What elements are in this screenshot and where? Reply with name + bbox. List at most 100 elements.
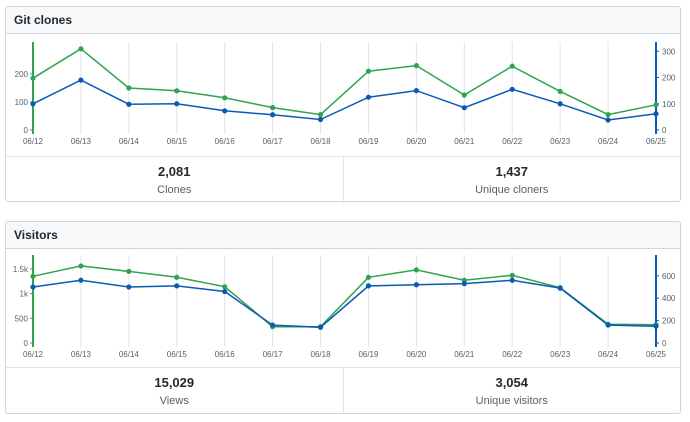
blue-data-point <box>317 116 324 123</box>
x-tick-label-06-17: 06/17 <box>263 137 284 146</box>
green-data-point <box>509 272 515 278</box>
green-data-point <box>509 63 515 69</box>
right-tick-label: 0 <box>662 126 667 135</box>
left-tick-label: 0 <box>24 339 29 348</box>
git-clones-stats: 2,081 Clones 1,437 Unique cloners <box>6 156 680 203</box>
green-data-point <box>174 88 180 94</box>
green-data-point <box>557 88 563 94</box>
unique-visitors-count: 3,054 <box>495 375 529 390</box>
unique-visitors-stat: 3,054 Unique visitors <box>342 368 681 414</box>
x-tick-label-06-13: 06/13 <box>71 137 92 146</box>
left-tick-label: 1.5k <box>13 265 29 274</box>
blue-data-point <box>126 101 132 107</box>
green-data-point <box>222 284 228 290</box>
right-tick-label: 0 <box>662 339 667 348</box>
left-tick-label: 1k <box>20 290 29 299</box>
blue-series-line <box>32 79 657 121</box>
x-tick-label-06-15: 06/15 <box>167 350 188 359</box>
x-tick-label-06-21: 06/21 <box>454 350 475 359</box>
right-tick-label: 600 <box>662 272 676 281</box>
blue-data-point <box>461 105 467 111</box>
clones-count: 2,081 <box>157 164 191 179</box>
x-tick-label-06-25: 06/25 <box>646 350 667 359</box>
git-clones-chart: 06/12 06/13 06/14 06/15 06/16 06/17 06/18 06/19… <box>15 42 676 146</box>
x-tick-label-06-13: 06/13 <box>71 350 92 359</box>
blue-data-point <box>126 284 132 290</box>
right-tick-label: 400 <box>662 294 676 303</box>
x-tick-label-06-23: 06/23 <box>550 137 571 146</box>
blue-data-point <box>653 323 659 329</box>
blue-data-point <box>78 77 84 83</box>
blue-data-point <box>605 322 611 328</box>
x-tick-label-06-18: 06/18 <box>311 137 332 146</box>
unique-visitors-label: Unique visitors <box>475 395 548 407</box>
visitors-title: Visitors <box>6 222 680 249</box>
blue-data-point <box>317 324 324 330</box>
blue-data-point <box>30 284 36 290</box>
blue-data-point <box>605 117 611 123</box>
blue-data-point <box>653 111 659 117</box>
x-tick-label-06-22: 06/22 <box>502 137 523 146</box>
blue-data-point <box>365 283 372 289</box>
green-data-point <box>126 268 132 274</box>
x-tick-label-06-18: 06/18 <box>311 350 332 359</box>
green-data-point <box>413 63 419 69</box>
blue-data-point <box>509 86 515 92</box>
x-tick-label-06-19: 06/19 <box>358 350 379 359</box>
visitors-chart: 06/12 06/13 06/14 06/15 06/16 06/17 06/18 06/19… <box>13 255 676 359</box>
green-data-point <box>30 273 36 279</box>
left-tick-label: 200 <box>15 70 29 79</box>
x-tick-label-06-16: 06/16 <box>215 350 236 359</box>
green-data-point <box>78 263 84 269</box>
blue-data-point <box>30 101 36 107</box>
x-tick-label-06-20: 06/20 <box>406 350 427 359</box>
green-series-line <box>32 47 657 116</box>
x-tick-label-06-24: 06/24 <box>598 350 619 359</box>
visitors-panel: Visitors 06/12 06/13 06/14 06/15 06/16 06/17 0… <box>5 221 681 414</box>
left-tick-label: 0 <box>24 126 29 135</box>
green-series-line <box>32 265 657 328</box>
x-tick-label-06-12: 06/12 <box>23 137 44 146</box>
blue-data-point <box>413 282 419 288</box>
green-data-point <box>365 68 372 74</box>
views-count: 15,029 <box>154 375 195 390</box>
clones-stat: 2,081 Clones <box>6 157 343 203</box>
x-tick-label-06-16: 06/16 <box>215 137 236 146</box>
blue-data-point <box>557 285 563 291</box>
green-data-point <box>78 46 84 52</box>
green-data-point <box>222 95 228 101</box>
blue-data-point <box>78 277 84 283</box>
x-tick-label-06-21: 06/21 <box>454 137 475 146</box>
unique-cloners-label: Unique cloners <box>475 184 549 196</box>
blue-data-point <box>509 277 515 283</box>
blue-data-point <box>222 288 228 295</box>
clones-label: Clones <box>157 184 192 196</box>
blue-data-point <box>222 108 228 114</box>
right-tick-label: 200 <box>662 317 676 326</box>
blue-data-point <box>557 101 563 107</box>
green-data-point <box>365 274 372 280</box>
green-data-point <box>317 112 324 118</box>
green-data-point <box>653 102 659 108</box>
green-data-point <box>413 267 419 273</box>
blue-series-line <box>32 279 657 329</box>
blue-data-point <box>174 101 180 107</box>
green-data-point <box>30 75 36 81</box>
unique-cloners-count: 1,437 <box>495 164 529 179</box>
views-label: Views <box>159 395 189 407</box>
x-tick-label-06-12: 06/12 <box>23 350 44 359</box>
x-tick-label-06-20: 06/20 <box>406 137 427 146</box>
green-data-point <box>174 274 180 280</box>
x-tick-label-06-19: 06/19 <box>358 137 379 146</box>
git-clones-chart-area: 06/12 06/13 06/14 06/15 06/16 06/17 06/18 06/19… <box>6 34 680 156</box>
blue-data-point <box>174 283 180 289</box>
x-tick-label-06-17: 06/17 <box>263 350 284 359</box>
x-tick-label-06-14: 06/14 <box>119 350 140 359</box>
left-tick-label: 100 <box>15 98 29 107</box>
green-data-point <box>461 92 467 98</box>
blue-data-point <box>270 322 276 328</box>
blue-data-point <box>365 94 372 100</box>
blue-data-point <box>461 281 467 287</box>
blue-data-point <box>270 112 276 118</box>
x-tick-label-06-22: 06/22 <box>502 350 523 359</box>
